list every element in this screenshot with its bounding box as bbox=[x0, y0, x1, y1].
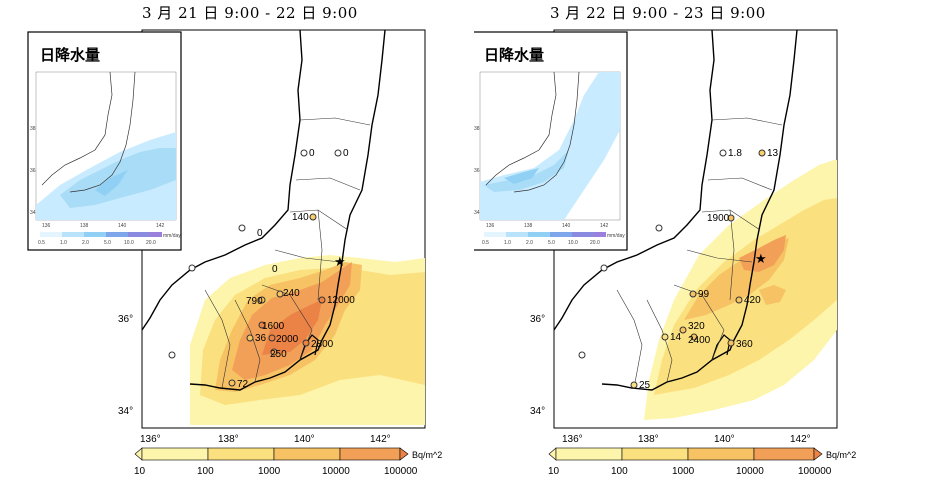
precip-inset: 日降水量 136 138 140 142 38 36 34 0.5 1.0 2.… bbox=[27, 31, 182, 251]
station-label: 36 bbox=[255, 333, 267, 344]
lon-tick: 142° bbox=[370, 434, 391, 445]
station-label: 0 bbox=[257, 228, 263, 239]
inset-unit: mm/day bbox=[163, 233, 181, 239]
panel-2-title: 3 月 22 日 9:00 - 23 日 9:00 bbox=[550, 4, 766, 22]
inset-lon-tick: 136 bbox=[486, 223, 495, 229]
inset-lon-tick: 138 bbox=[524, 223, 533, 229]
inset-title: 日降水量 bbox=[484, 46, 544, 64]
inset-lon-tick: 140 bbox=[562, 223, 571, 229]
tokyo-bay bbox=[299, 334, 319, 361]
station-label: 790 bbox=[246, 296, 263, 307]
colorbar bbox=[548, 447, 823, 461]
station-label: 1.8 bbox=[728, 148, 742, 159]
station-label: 2400 bbox=[688, 335, 711, 346]
lon-tick: 136° bbox=[562, 434, 583, 445]
prefecture-borders bbox=[616, 117, 783, 389]
lon-tick: 142° bbox=[790, 434, 811, 445]
station-label: 1900 bbox=[707, 213, 730, 224]
lat-tick: 34° bbox=[530, 406, 545, 417]
station-label: 14 bbox=[670, 332, 682, 343]
station-label: 25 bbox=[639, 380, 651, 391]
inset-lat-tick: 36 bbox=[30, 168, 36, 174]
lat-tick: 36° bbox=[530, 314, 545, 325]
colorbar-label: 10000 bbox=[322, 466, 350, 477]
inset-scale-tick: 2.0 bbox=[82, 240, 89, 246]
inset-scale-tick: 2.0 bbox=[526, 240, 533, 246]
inset-lat-tick: 36 bbox=[474, 168, 480, 174]
station-label: 99 bbox=[698, 289, 710, 300]
station-label: 12000 bbox=[327, 295, 355, 306]
lon-tick: 140° bbox=[294, 434, 315, 445]
inset-title: 日降水量 bbox=[40, 46, 100, 64]
deposition-level-4 bbox=[739, 235, 786, 272]
colorbar-label: 100000 bbox=[384, 466, 418, 477]
lon-tick: 140° bbox=[714, 434, 735, 445]
station-label: 2800 bbox=[311, 339, 334, 350]
colorbar bbox=[134, 447, 409, 461]
inset-scale-tick: 10.0 bbox=[568, 240, 578, 246]
inset-lon-tick: 142 bbox=[600, 223, 609, 229]
inset-lat-tick: 34 bbox=[474, 210, 480, 216]
colorbar-label: 1000 bbox=[258, 466, 281, 477]
station-label: 13 bbox=[767, 148, 779, 159]
inset-scale-tick: 10.0 bbox=[124, 240, 134, 246]
station-label: 72 bbox=[237, 379, 249, 390]
precip-inset: 日降水量 136 138 140 142 38 36 34 0.5 1.0 2.… bbox=[474, 31, 628, 251]
panel-1-title: 3 月 21 日 9:00 - 22 日 9:00 bbox=[142, 4, 358, 22]
panel-1-map: ★ 0 0 140 0 0 790 240 12000 1600 36 2000… bbox=[27, 29, 442, 477]
station-markers bbox=[578, 149, 766, 389]
inset-lat-tick: 38 bbox=[474, 126, 480, 132]
station-label: 1600 bbox=[262, 321, 285, 332]
colorbar-label: 10 bbox=[134, 466, 146, 477]
lon-tick: 138° bbox=[638, 434, 659, 445]
inset-scale-tick: 5.0 bbox=[104, 240, 111, 246]
station-label: 2000 bbox=[276, 334, 299, 345]
inset-scale-tick: 20.0 bbox=[146, 240, 156, 246]
station-label: 0 bbox=[309, 148, 315, 159]
colorbar-label: 10 bbox=[548, 466, 560, 477]
coastline bbox=[141, 29, 303, 331]
station-label: 320 bbox=[688, 321, 705, 332]
inset-lat-tick: 34 bbox=[30, 210, 36, 216]
coastline-pacific bbox=[601, 29, 798, 391]
deposition-level-3b bbox=[759, 285, 786, 305]
inset-lat-tick: 38 bbox=[30, 126, 36, 132]
deposition-level-5 bbox=[262, 300, 322, 355]
station-label: 240 bbox=[283, 288, 300, 299]
inset-unit: mm/day bbox=[607, 233, 625, 239]
lon-tick: 138° bbox=[218, 434, 239, 445]
plant-star-icon: ★ bbox=[334, 254, 346, 269]
colorbar-label: 100 bbox=[197, 466, 214, 477]
inset-scale-tick: 1.0 bbox=[504, 240, 511, 246]
inset-scale-tick: 0.5 bbox=[482, 240, 489, 246]
station-label: 0 bbox=[272, 264, 278, 275]
colorbar-unit: Bq/m^2 bbox=[412, 450, 442, 460]
colorbar-unit: Bq/m^2 bbox=[826, 450, 856, 460]
colorbar-label: 100 bbox=[611, 466, 628, 477]
station-label: 0 bbox=[343, 148, 349, 159]
station-label: 420 bbox=[744, 295, 761, 306]
lon-tick: 136° bbox=[140, 434, 161, 445]
inset-lon-tick: 136 bbox=[42, 223, 51, 229]
lat-tick: 34° bbox=[118, 406, 133, 417]
inset-lon-tick: 138 bbox=[80, 223, 89, 229]
inset-scale-tick: 0.5 bbox=[38, 240, 45, 246]
station-label: 360 bbox=[736, 339, 753, 350]
station-markers bbox=[168, 149, 342, 387]
inset-scale-tick: 20.0 bbox=[590, 240, 600, 246]
panel-2-map: ★ 1.8 13 1900 99 420 320 14 2400 360 25 … bbox=[474, 29, 856, 477]
colorbar-label: 10000 bbox=[736, 466, 764, 477]
colorbar-label: 1000 bbox=[672, 466, 695, 477]
coastline-pacific bbox=[189, 29, 386, 391]
lat-tick: 36° bbox=[118, 314, 133, 325]
plant-star-icon: ★ bbox=[755, 251, 767, 266]
station-label: 140 bbox=[292, 212, 309, 223]
inset-scale-tick: 1.0 bbox=[60, 240, 67, 246]
inset-scale-tick: 5.0 bbox=[548, 240, 555, 246]
inset-lon-tick: 140 bbox=[118, 223, 127, 229]
station-label: 250 bbox=[270, 349, 287, 360]
colorbar-label: 100000 bbox=[798, 466, 832, 477]
coastline bbox=[553, 29, 715, 331]
inset-lon-tick: 142 bbox=[156, 223, 165, 229]
